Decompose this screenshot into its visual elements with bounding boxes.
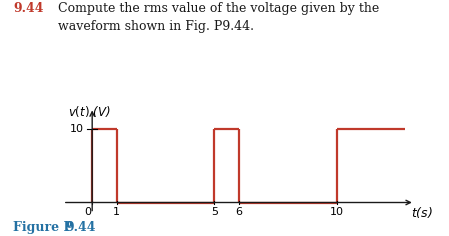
- Text: 0: 0: [84, 207, 91, 217]
- Text: Figure P: Figure P: [13, 221, 74, 234]
- Text: 10: 10: [330, 207, 343, 217]
- Text: 10: 10: [70, 124, 84, 135]
- Text: Compute the rms value of the voltage given by the
waveform shown in Fig. P9.44.: Compute the rms value of the voltage giv…: [58, 2, 379, 33]
- Text: 1: 1: [113, 207, 120, 217]
- Text: 6: 6: [235, 207, 242, 217]
- Text: 5: 5: [211, 207, 218, 217]
- Text: $t$(s): $t$(s): [411, 205, 433, 220]
- Text: 9.44: 9.44: [65, 221, 96, 234]
- Text: $v(t)$ (V): $v(t)$ (V): [68, 104, 110, 119]
- Text: 9.44: 9.44: [13, 2, 44, 15]
